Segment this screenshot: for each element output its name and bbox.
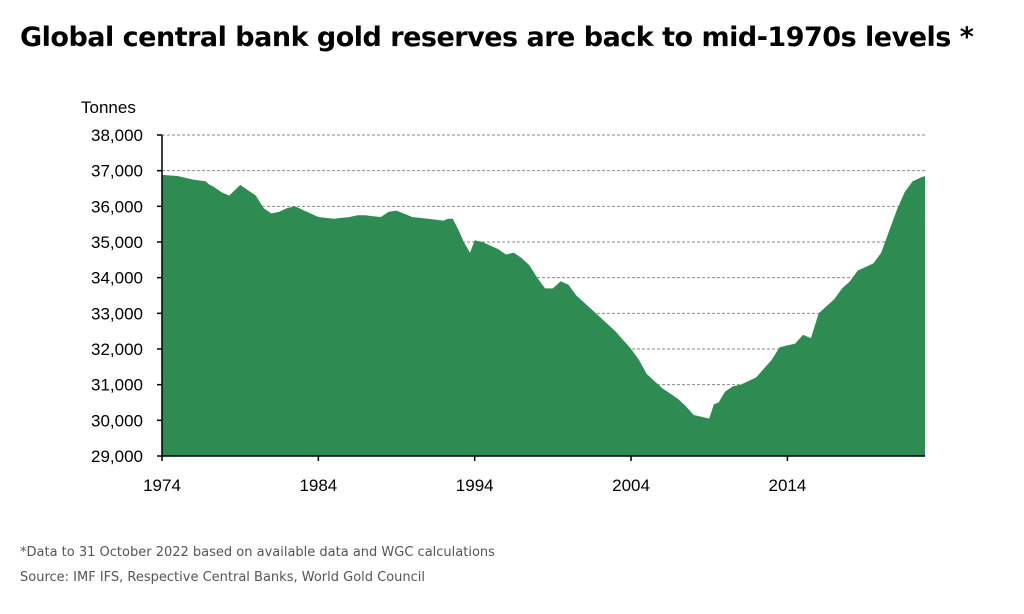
y-tick-label: 36,000 [91,197,143,216]
y-tick-label: 38,000 [91,126,143,145]
x-tick-labels: 1974 1984 1994 2004 2014 [143,476,806,495]
footnote: *Data to 31 October 2022 based on availa… [20,545,495,560]
source-note: Source: IMF IFS, Respective Central Bank… [20,570,426,585]
x-tick-label: 2004 [612,476,650,495]
y-tick-labels: 29,000 30,000 31,000 32,000 33,000 34,000 35,0… [91,126,143,466]
axes [157,134,925,461]
y-tick-label: 34,000 [91,269,143,288]
y-tick-label: 37,000 [91,162,143,181]
y-tick-label: 29,000 [91,447,143,466]
x-tick-label: 1984 [299,476,337,495]
chart-title: Global central bank gold reserves are ba… [20,22,974,53]
area-series [162,174,925,456]
y-axis-label: Tonnes [81,98,136,117]
y-tick-label: 32,000 [91,340,143,359]
x-tick-label: 1994 [456,476,494,495]
x-tick-label: 2014 [768,476,806,495]
reserves-area [162,174,925,456]
y-tick-label: 30,000 [91,411,143,430]
y-tick-label: 31,000 [91,376,143,395]
y-tick-label: 33,000 [91,304,143,323]
y-tick-label: 35,000 [91,233,143,252]
x-tick-label: 1974 [143,476,181,495]
